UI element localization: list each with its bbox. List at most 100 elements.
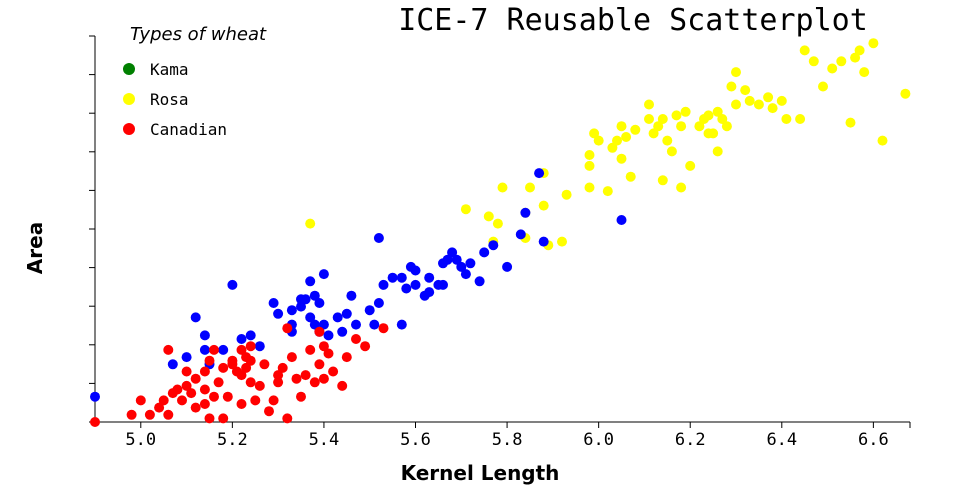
data-point [186, 388, 197, 399]
data-point [753, 99, 764, 110]
data-point [616, 153, 627, 164]
data-point [318, 269, 329, 280]
data-point [300, 370, 311, 381]
data-point [424, 287, 435, 298]
data-point [199, 330, 210, 341]
data-point [900, 88, 911, 99]
data-point [126, 409, 137, 420]
data-point [744, 95, 755, 106]
data-point [222, 391, 233, 402]
data-point [314, 298, 325, 308]
data-point [305, 218, 316, 229]
data-point [254, 380, 265, 391]
data-point [286, 305, 297, 316]
data-point [795, 114, 806, 124]
data-point [309, 319, 320, 330]
data-point [456, 261, 467, 272]
x-tick-label: 5.4 [309, 430, 340, 450]
data-point [483, 211, 494, 222]
data-point [318, 319, 329, 330]
data-point [859, 67, 870, 78]
data-point [424, 272, 435, 283]
data-point [387, 272, 398, 283]
data-point [181, 366, 192, 377]
data-point [781, 114, 792, 124]
data-point [438, 279, 448, 290]
legend-marker [123, 123, 135, 135]
data-point [525, 182, 535, 193]
data-point [396, 272, 407, 283]
data-point [296, 301, 306, 312]
data-point [227, 279, 238, 290]
data-point [250, 395, 261, 406]
data-point [273, 377, 284, 388]
data-point [593, 135, 604, 146]
data-point [836, 56, 847, 67]
data-point [337, 380, 348, 391]
data-point [218, 362, 229, 373]
data-point [717, 114, 728, 124]
data-point [218, 413, 229, 424]
y-axis [89, 35, 96, 423]
data-point [630, 124, 641, 135]
data-point [694, 121, 705, 132]
data-point [474, 276, 485, 287]
x-tick-label: 6.4 [766, 430, 797, 450]
data-point [314, 359, 325, 370]
legend-label: Rosa [150, 90, 189, 109]
data-point [323, 330, 334, 341]
data-point [410, 279, 421, 290]
data-point [190, 373, 201, 384]
x-axis: 5.0 5.2 5.4 5.6 5.8 6.0 6.2 6.4 6.6 [95, 421, 911, 450]
data-point [158, 395, 169, 406]
data-point [616, 215, 627, 225]
data-point [621, 132, 632, 142]
data-point [676, 182, 687, 193]
data-point [341, 308, 352, 319]
data-point [273, 370, 284, 381]
data-point [612, 135, 622, 146]
data-point [401, 283, 412, 294]
legend-item-rosa: Rosa [123, 90, 189, 109]
data-point [557, 236, 567, 247]
data-point [680, 106, 691, 117]
data-point [538, 200, 549, 211]
data-point [653, 121, 664, 132]
legend: Types of wheat Kama Rosa Canadian [123, 24, 267, 139]
data-point [204, 355, 215, 366]
data-point [360, 341, 371, 352]
data-point [305, 344, 316, 355]
data-point [351, 319, 361, 330]
data-point [799, 45, 810, 56]
data-point [167, 359, 178, 370]
data-point [236, 344, 247, 355]
y-axis-title: Area [23, 222, 47, 274]
data-point [808, 56, 819, 67]
legend-label: Canadian [150, 120, 227, 139]
data-point [259, 359, 270, 370]
data-point [451, 254, 462, 265]
data-point [616, 121, 627, 132]
data-point [163, 409, 174, 420]
data-point [172, 384, 183, 395]
data-point [712, 106, 723, 117]
data-point [520, 207, 531, 218]
data-point [648, 128, 659, 139]
x-tick-label: 6.2 [675, 430, 706, 450]
legend-label: Kama [150, 60, 189, 79]
data-point [685, 160, 696, 171]
data-point [666, 146, 677, 157]
data-point [154, 402, 165, 413]
data-point [607, 142, 618, 153]
data-point [236, 370, 247, 381]
data-point [245, 341, 256, 352]
data-point [373, 298, 384, 308]
data-point [209, 344, 219, 355]
data-point [442, 254, 453, 265]
data-point [369, 319, 380, 330]
data-point [245, 355, 256, 366]
data-point [827, 63, 838, 74]
data-point [199, 344, 210, 355]
data-point [625, 171, 636, 182]
